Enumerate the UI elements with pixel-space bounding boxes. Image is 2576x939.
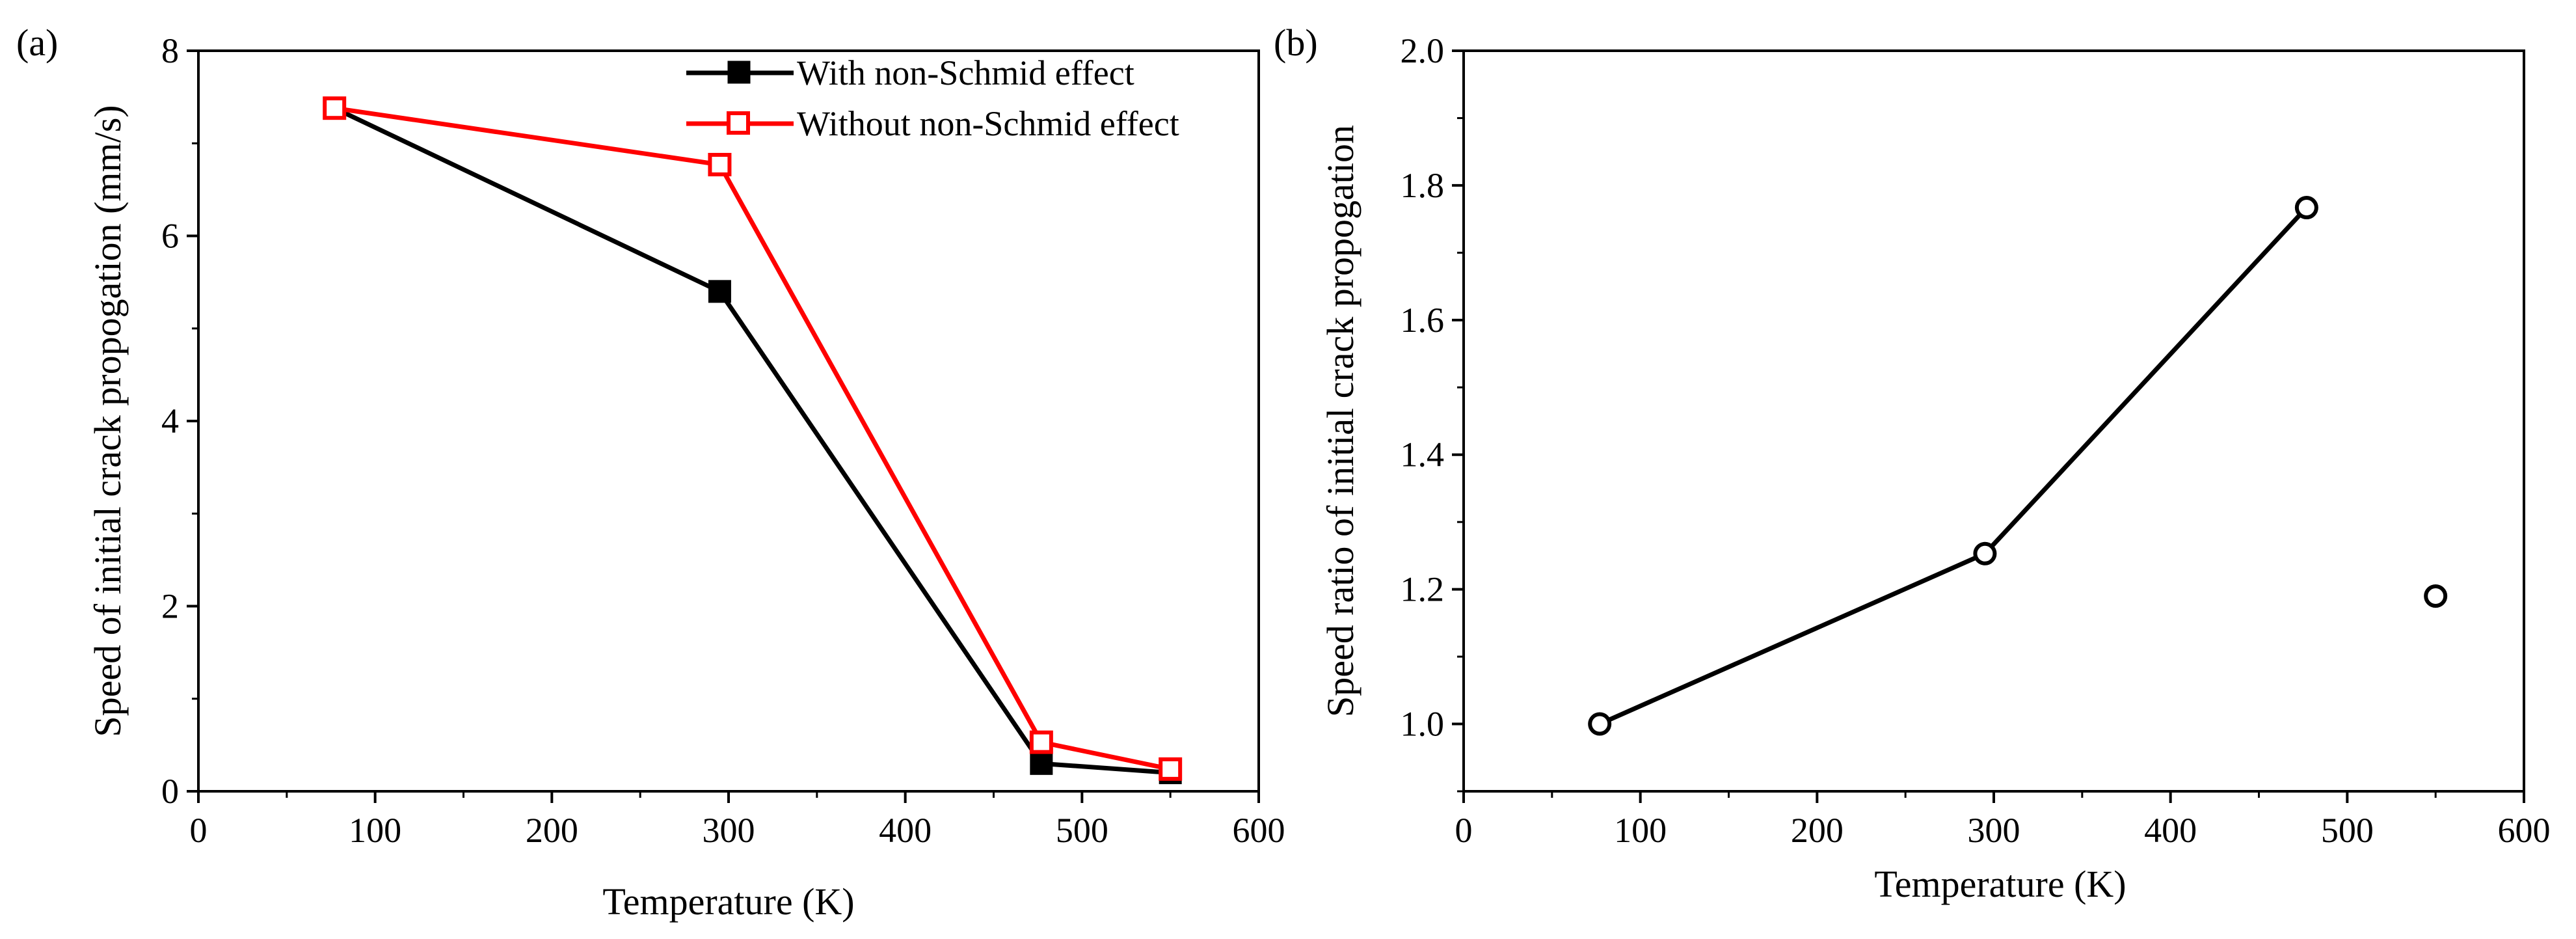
panel-b-xtick-label: 500 (2321, 811, 2374, 850)
panel-b-xtick-label: 400 (2144, 811, 2197, 850)
panel-b-plot-frame (1462, 49, 2525, 793)
panel-a-xtick-label: 100 (349, 811, 401, 850)
panel-a-xtick-label: 200 (526, 811, 578, 850)
panel-a-series-line-0 (333, 106, 1171, 776)
panel-a-label: (a) (16, 21, 58, 64)
panel-a-legend: With non-Schmid effect Without non-Schmi… (686, 53, 1179, 143)
panel-a-xtick-label: 300 (703, 811, 755, 850)
panel-b-xtick-label: 300 (1968, 811, 2020, 850)
legend-label-with-non-schmid: With non-Schmid effect (797, 53, 1134, 92)
panel-b-xtick-label: 0 (1455, 811, 1473, 850)
panel-a-xlabel: Temperature (K) (602, 880, 854, 923)
panel-a-series-line-1 (334, 105, 1171, 772)
legend-label-without-non-schmid: Without non-Schmid effect (797, 104, 1179, 143)
panel-b-ticks: 0 100 200 300 400 500 600 1.0 1.2 1.4 1.6 1.8 2.0 (1401, 31, 2551, 850)
panel-a-ylabel: Speed of initial crack propogation (mm/s… (87, 105, 129, 737)
panel-b-xtick-label: 100 (1614, 811, 1667, 850)
panel-b-ylabel: Speed ratio of initial crack propogation (1319, 125, 1362, 717)
panel-a-ytick-label: 8 (161, 31, 179, 70)
panel-a-ytick-label: 6 (161, 217, 179, 256)
panel-a-data-point (1030, 752, 1053, 775)
panel-a-data-point (323, 96, 347, 120)
panel-a-xtick-label: 400 (879, 811, 932, 850)
panel-b-series-line-0 (1598, 206, 2309, 726)
panel-a-ytick-label: 0 (161, 772, 179, 811)
panel-a-data-point (708, 280, 731, 303)
panel-a-data-point (1029, 730, 1053, 754)
panel-b-data-point (2294, 196, 2318, 220)
panel-a-data-point (1159, 757, 1183, 781)
panel-b-ytick-label: 1.0 (1401, 705, 1445, 744)
panel-b-series (1588, 196, 2448, 736)
panel-a-series (323, 96, 1183, 785)
panel-b-xlabel: Temperature (K) (1874, 863, 2126, 905)
panel-b-ytick-label: 1.6 (1401, 301, 1445, 340)
panel-b-ytick-label: 1.2 (1401, 570, 1445, 609)
panel-a-xtick-label: 600 (1233, 811, 1285, 850)
panel-a-xtick-label: 0 (190, 811, 208, 850)
legend-marker-without-non-schmid (727, 111, 750, 135)
panel-b-ytick-label: 2.0 (1401, 31, 1445, 70)
panel-b-data-point (1588, 712, 1612, 736)
panel-a-ytick-label: 4 (161, 401, 179, 441)
panel-a: (a) 0 100 200 300 400 500 600 0 2 4 6 8 With non-Sc… (16, 21, 1285, 923)
panel-b-xtick-label: 200 (1791, 811, 1844, 850)
panel-b-ytick-label: 1.4 (1401, 435, 1445, 474)
panel-a-data-point (708, 152, 732, 176)
panel-b-data-point (2424, 584, 2448, 608)
legend-marker-with-non-schmid (727, 61, 751, 84)
panel-b-xtick-label: 600 (2498, 811, 2551, 850)
panel-a-ticks: 0 100 200 300 400 500 600 0 2 4 6 8 (161, 31, 1285, 850)
panel-b-ytick-label: 1.8 (1401, 166, 1445, 205)
panel-b: (b) 0 100 200 300 400 500 600 1.0 1.2 1.4 1.6 1.8 2.… (1274, 21, 2551, 905)
panel-b-label: (b) (1274, 21, 1318, 64)
panel-a-ytick-label: 2 (161, 587, 179, 626)
panel-a-xtick-label: 500 (1056, 811, 1108, 850)
panel-b-data-point (1973, 541, 1997, 565)
